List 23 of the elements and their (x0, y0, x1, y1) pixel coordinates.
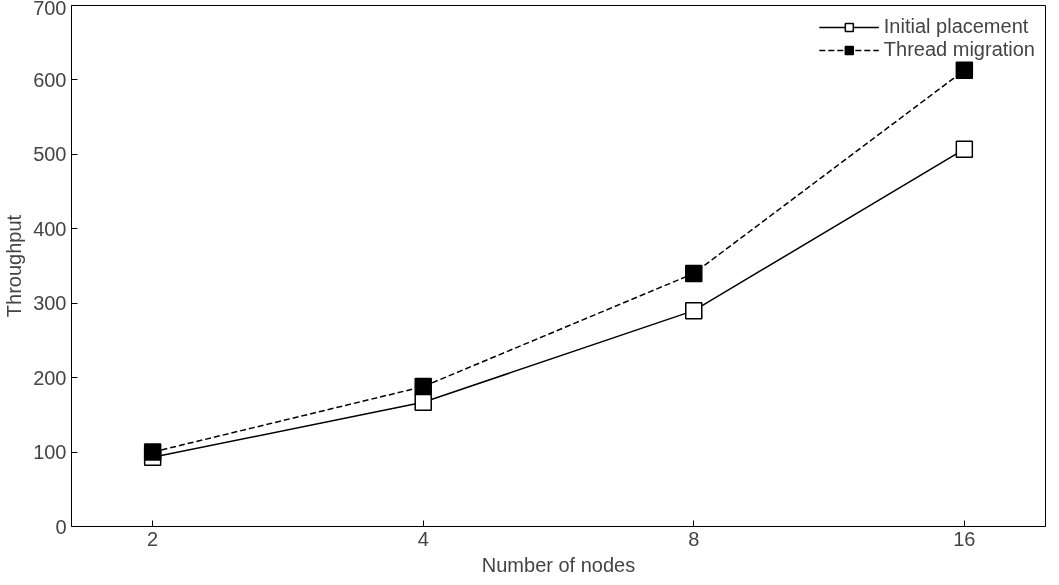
legend-label: Initial placement (883, 15, 1029, 38)
y-tick-label: 300 (33, 292, 67, 315)
legend-label: Thread migration (883, 38, 1035, 61)
x-axis-title: Number of nodes (481, 553, 636, 576)
y-tick-label: 600 (33, 68, 67, 91)
point (685, 301, 703, 320)
x-tick-label: 4 (417, 527, 429, 550)
y-tick-label: 200 (33, 366, 67, 389)
point (143, 443, 162, 461)
y-tick-label: 500 (33, 143, 67, 166)
x-tick-label: 8 (688, 527, 700, 550)
y-tick-label: 400 (33, 217, 67, 240)
point (955, 140, 974, 158)
y-axis-title: Throughput (3, 214, 26, 318)
y-tick-label: 0 (55, 515, 67, 538)
point (414, 377, 432, 396)
point (955, 61, 974, 79)
y-tick-label: 700 (33, 0, 67, 19)
y-tick-label: 100 (33, 441, 67, 464)
point (414, 393, 432, 411)
x-tick-label: 16 (953, 527, 976, 550)
x-tick-label: 2 (147, 527, 159, 550)
point (685, 264, 703, 283)
